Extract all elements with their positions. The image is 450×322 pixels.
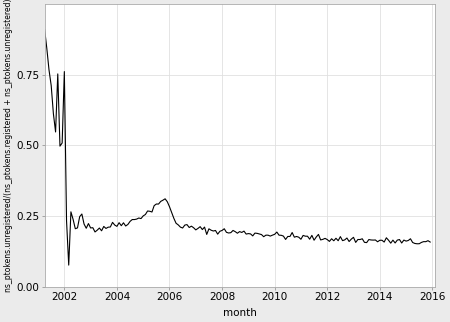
X-axis label: month: month [223,308,257,318]
Y-axis label: ns_ptokens.unregistered/(ns_ptokens.registered + ns_ptokens.unregistered): ns_ptokens.unregistered/(ns_ptokens.regi… [4,0,13,292]
